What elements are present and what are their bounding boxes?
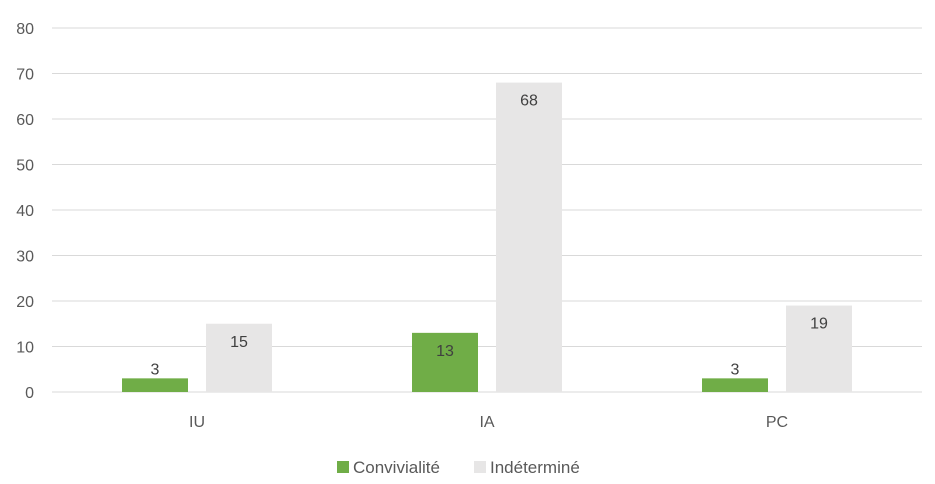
x-tick-label: IA (479, 414, 494, 431)
y-tick-label: 80 (16, 21, 34, 38)
y-axis-ticks: 0 10 20 30 40 50 60 70 80 (16, 21, 34, 402)
legend-item-convivialite: Convivialité (337, 458, 440, 477)
y-tick-label: 40 (16, 203, 34, 220)
bar-iu-convivialite (122, 378, 188, 392)
legend: Convivialité Indéterminé (337, 458, 580, 477)
bar-pc-indetermine (786, 305, 852, 392)
legend-label: Indéterminé (490, 458, 580, 477)
bar-ia-indetermine (496, 82, 562, 392)
y-tick-label: 60 (16, 112, 34, 129)
bars (122, 82, 852, 392)
y-tick-label: 30 (16, 249, 34, 266)
bar-pc-convivialite (702, 378, 768, 392)
gridlines (52, 27, 922, 393)
y-tick-label: 0 (25, 385, 34, 402)
legend-swatch (337, 461, 349, 473)
x-tick-label: PC (766, 414, 788, 431)
bar-iu-indetermine (206, 323, 272, 392)
data-label: 19 (810, 316, 828, 333)
data-label: 3 (151, 361, 160, 378)
data-labels: 3 15 13 68 3 19 (151, 93, 828, 379)
data-label: 68 (520, 93, 538, 110)
y-tick-label: 50 (16, 158, 34, 175)
data-label: 13 (436, 343, 454, 360)
bar-ia-convivialite (412, 332, 478, 392)
data-label: 3 (731, 361, 740, 378)
x-axis-ticks: IU IA PC (189, 414, 788, 431)
x-tick-label: IU (189, 414, 205, 431)
legend-swatch (474, 461, 486, 473)
legend-label: Convivialité (353, 458, 440, 477)
y-tick-label: 20 (16, 294, 34, 311)
data-label: 15 (230, 334, 248, 351)
legend-item-indetermine: Indéterminé (474, 458, 580, 477)
y-tick-label: 10 (16, 340, 34, 357)
y-tick-label: 70 (16, 67, 34, 84)
